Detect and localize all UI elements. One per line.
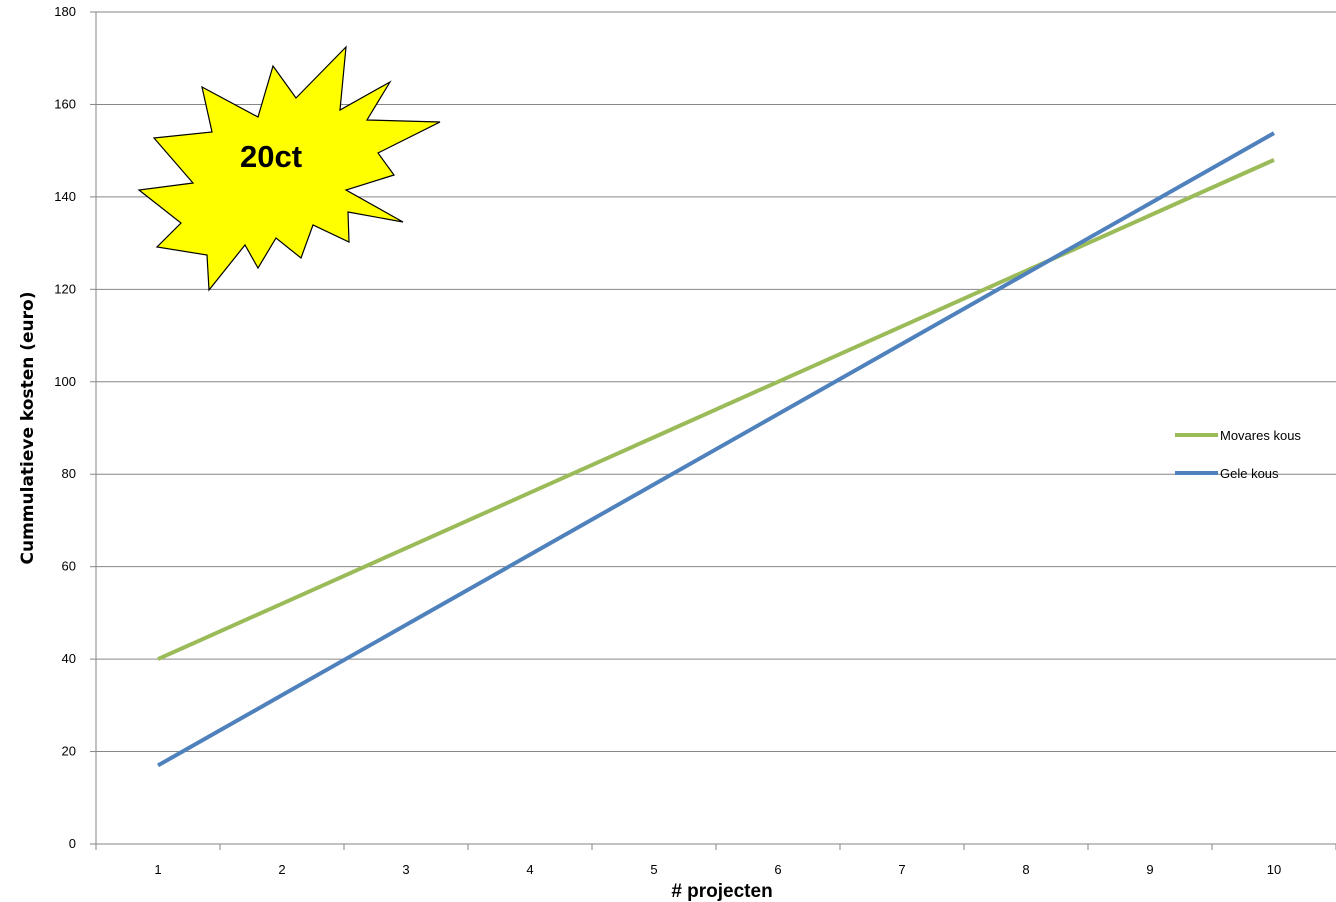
y-axis-label: Cummulatieve kosten (euro) (18, 292, 38, 565)
starburst-label: 20ct (240, 139, 302, 174)
x-tick-label: 1 (154, 862, 161, 877)
x-tick-label: 4 (526, 862, 533, 877)
y-tick-label: 160 (54, 96, 76, 111)
x-tick-label: 2 (278, 862, 285, 877)
y-tick-label: 40 (62, 651, 76, 666)
x-tick-label: 8 (1022, 862, 1029, 877)
y-tick-label: 80 (62, 466, 76, 481)
starburst-annotation: 20ct (137, 45, 441, 292)
y-tick-label: 140 (54, 189, 76, 204)
y-tick-label: 120 (54, 281, 76, 296)
axes (90, 11, 1336, 850)
x-tick-label: 10 (1267, 862, 1281, 877)
x-tick-label: 7 (898, 862, 905, 877)
series-line-2 (157, 131, 1275, 768)
x-tick-label: 6 (774, 862, 781, 877)
y-tick-label: 0 (69, 836, 76, 851)
y-tick-label: 100 (54, 374, 76, 389)
legend-label: Movares kous (1220, 428, 1301, 443)
x-tick-label: 9 (1146, 862, 1153, 877)
y-tick-label: 180 (54, 4, 76, 19)
y-tick-label: 60 (62, 559, 76, 574)
x-axis-label: # projecten (671, 881, 772, 902)
x-tick-labels: 1 2 3 4 5 6 7 8 9 10 (154, 862, 1281, 877)
x-tick-label: 3 (402, 862, 409, 877)
series-line-1 (157, 158, 1275, 661)
starburst-shape (137, 45, 441, 292)
y-tick-label: 20 (62, 744, 76, 759)
legend-label: Gele kous (1220, 466, 1279, 481)
x-tick-label: 5 (650, 862, 657, 877)
legend: Movares kous Gele kous (1175, 428, 1301, 481)
y-tick-labels: 0 20 40 60 80 100 120 140 160 180 (54, 4, 76, 851)
series-lines (157, 131, 1275, 768)
